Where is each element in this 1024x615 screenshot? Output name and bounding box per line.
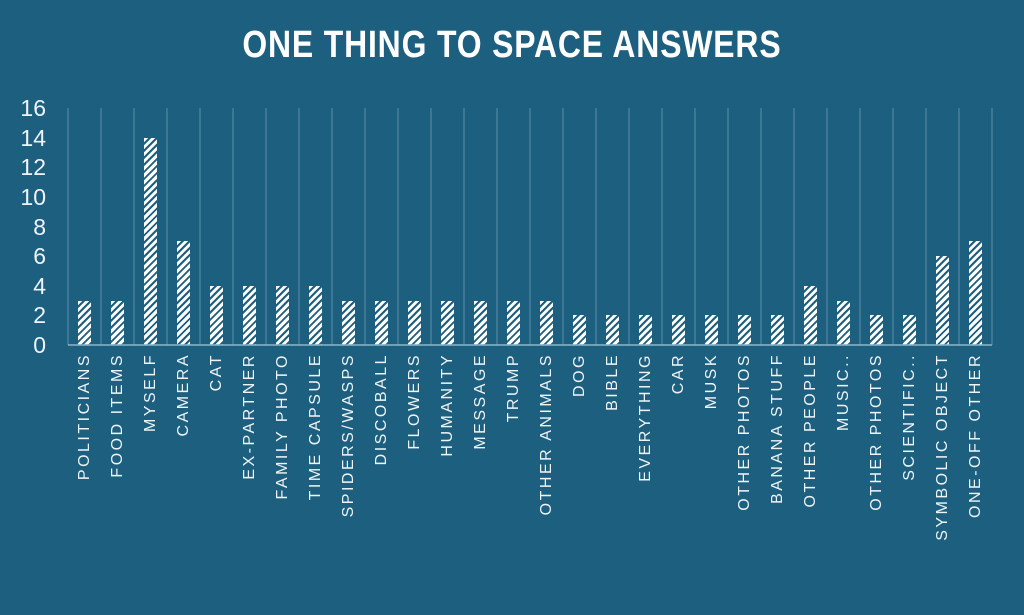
bar [408, 301, 421, 345]
gridline [166, 108, 168, 345]
y-tick-label: 0 [33, 332, 46, 358]
gridline [232, 108, 234, 345]
x-category-label: TIME CAPSULE [307, 353, 324, 501]
bar [111, 301, 124, 345]
gridline [265, 108, 267, 345]
gridline [694, 108, 696, 345]
gridline [793, 108, 795, 345]
bar [837, 301, 850, 345]
bar [342, 301, 355, 345]
x-category-label: OTHER PEOPLE [802, 353, 819, 508]
bar [177, 241, 190, 345]
bar [210, 286, 223, 345]
bar [936, 256, 949, 345]
bar [639, 315, 652, 345]
chart-title-text: ONE THING TO SPACE ANSWERS [242, 24, 782, 66]
gridline [958, 108, 960, 345]
gridline [727, 108, 729, 345]
bar [144, 138, 157, 345]
gridline [496, 108, 498, 345]
x-category-label: BIBLE [604, 353, 621, 411]
bar [903, 315, 916, 345]
x-category-label: OTHER PHOTOS [736, 353, 753, 511]
x-category-label: FOOD ITEMS [109, 353, 126, 478]
x-axis-line [68, 344, 992, 346]
gridline [859, 108, 861, 345]
bar [738, 315, 751, 345]
gridline [826, 108, 828, 345]
gridline [925, 108, 927, 345]
x-category-label: OTHER ANIMALS [538, 353, 555, 516]
y-tick-label: 14 [20, 124, 46, 151]
x-category-label: MESSAGE [472, 353, 489, 450]
gridline [991, 108, 993, 345]
x-category-label: EVERYTHING [637, 353, 654, 482]
y-tick-label: 2 [33, 302, 46, 329]
chart-title: ONE THING TO SPACE ANSWERS [0, 24, 1024, 67]
bar [507, 301, 520, 345]
x-category-label: EX-PARTNER [241, 353, 258, 480]
bar [573, 315, 586, 345]
gridline [298, 108, 300, 345]
x-category-label: MUSIC.. [835, 353, 852, 431]
bar [276, 286, 289, 345]
x-category-label: POLITICIANS [76, 353, 93, 481]
gridline [430, 108, 432, 345]
x-category-label: MUSK [703, 353, 720, 410]
x-category-label: DOG [571, 353, 588, 397]
x-category-label: SPIDERS/WASPS [340, 353, 357, 518]
bar [969, 241, 982, 345]
x-category-label: BANANA STUFF [769, 353, 786, 504]
gridline [760, 108, 762, 345]
x-category-label: MYSELF [142, 353, 159, 433]
x-category-label: DISCOBALL [373, 353, 390, 466]
bar [771, 315, 784, 345]
y-tick-label: 4 [33, 272, 46, 299]
bar [606, 315, 619, 345]
bar [309, 286, 322, 345]
bar [870, 315, 883, 345]
x-category-label: CAMERA [175, 353, 192, 437]
bar [705, 315, 718, 345]
gridline [397, 108, 399, 345]
gridline [892, 108, 894, 345]
bar [375, 301, 388, 345]
bar [540, 301, 553, 345]
gridline [562, 108, 564, 345]
bar [243, 286, 256, 345]
gridline [595, 108, 597, 345]
bar [441, 301, 454, 345]
gridline [463, 108, 465, 345]
gridline [67, 108, 69, 345]
x-category-label: TRUMP [505, 353, 522, 423]
x-category-label: SYMBOLIC OBJECT [934, 353, 951, 541]
y-tick-label: 16 [20, 95, 46, 121]
x-category-label: ONE-OFF OTHER [967, 353, 984, 518]
gridline [364, 108, 366, 345]
x-category-label: CAT [208, 353, 225, 392]
gridline [529, 108, 531, 345]
x-category-label: CAR [670, 353, 687, 395]
y-tick-label: 8 [33, 213, 46, 240]
bar [474, 301, 487, 345]
x-category-label: SCIENTIFIC.. [901, 353, 918, 481]
x-category-label: OTHER PHOTOS [868, 353, 885, 511]
gridline [331, 108, 333, 345]
gridline [100, 108, 102, 345]
bar [78, 301, 91, 345]
x-category-label: HUMANITY [439, 353, 456, 457]
y-tick-label: 10 [20, 183, 46, 210]
gridline [133, 108, 135, 345]
gridline [628, 108, 630, 345]
x-category-label: FLOWERS [406, 353, 423, 450]
bar [672, 315, 685, 345]
gridline [199, 108, 201, 345]
gridline [661, 108, 663, 345]
y-tick-label: 12 [20, 154, 46, 181]
x-category-label: FAMILY PHOTO [274, 353, 291, 500]
y-tick-label: 6 [33, 243, 46, 270]
bar [804, 286, 817, 345]
